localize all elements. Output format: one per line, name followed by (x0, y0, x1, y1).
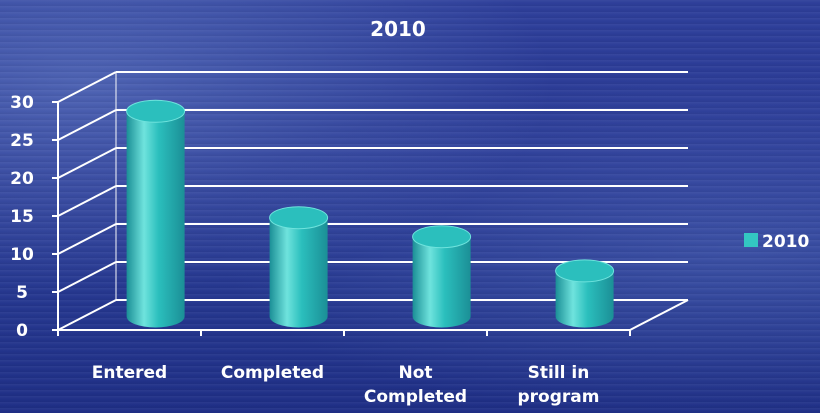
y-tick-labels: 0 5 10 15 20 25 30 (10, 93, 34, 341)
bar-top (412, 225, 472, 249)
bar-body (126, 111, 185, 328)
gridline-depth (57, 299, 117, 331)
chart-title: 2010 (370, 17, 426, 41)
gridline-depth (57, 223, 117, 255)
y-tick-label: 25 (10, 131, 34, 151)
x-tick-label: Still in program (518, 363, 600, 407)
bar-top (269, 206, 329, 230)
y-tick-label: 10 (10, 245, 34, 265)
chart-bars (126, 99, 615, 328)
gridline-depth (57, 109, 117, 141)
bar-top (126, 99, 186, 123)
x-tick-label: Not Completed (364, 363, 467, 407)
x-tick-label: Entered (92, 363, 167, 383)
y-tick-label: 15 (10, 207, 34, 227)
bar-body (269, 217, 328, 328)
gridline-depth (57, 147, 117, 179)
bar-body (412, 236, 471, 328)
x-tick-labels: Entered Completed Not Completed Still in prog… (92, 363, 600, 407)
bar (269, 206, 329, 328)
chart-axes (52, 72, 689, 336)
y-tick-label: 0 (16, 321, 28, 341)
legend-swatch (744, 233, 758, 247)
legend-label: 2010 (762, 232, 809, 252)
gridline-depth (57, 185, 117, 217)
y-tick-label: 30 (10, 93, 34, 113)
bar (555, 259, 615, 328)
bar-body (555, 270, 614, 328)
x-tick-label: Completed (221, 363, 324, 383)
y-tick-label: 5 (16, 283, 28, 303)
bar-top (555, 259, 615, 283)
floor-edge (629, 299, 689, 331)
gridline-depth (57, 261, 117, 293)
y-tick-label: 20 (10, 169, 34, 189)
bar (126, 99, 186, 328)
chart-legend: 2010 (744, 232, 809, 252)
gridline-depth (57, 71, 117, 103)
chart-grid (57, 71, 688, 331)
bar (412, 225, 472, 328)
